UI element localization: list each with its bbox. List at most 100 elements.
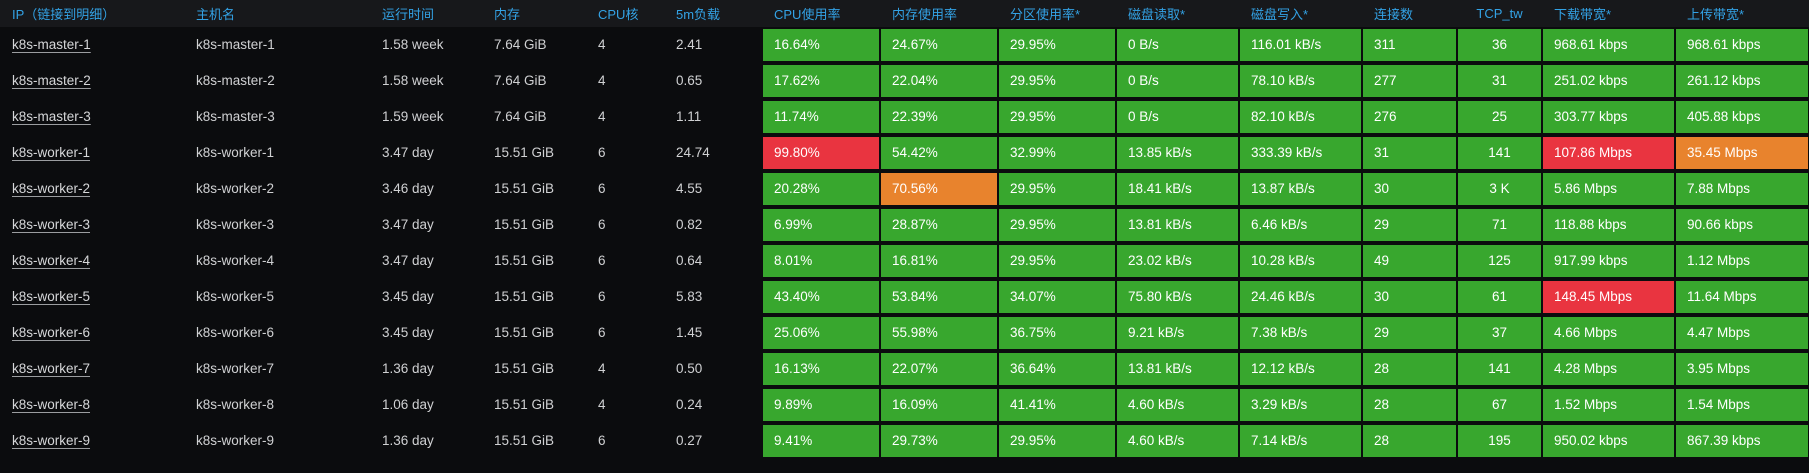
metric-value-dwrite: 333.39 kB/s — [1240, 137, 1361, 169]
cores-cell: 6 — [598, 217, 606, 232]
metric-value-part: 29.95% — [999, 245, 1115, 277]
ip-cell: k8s-worker-8 — [0, 387, 184, 423]
column-header-cores[interactable]: CPU核 — [598, 7, 639, 22]
metric-value-down: 303.77 kbps — [1543, 101, 1674, 133]
metric-cell-memu: 16.09% — [880, 387, 998, 423]
metric-value-conn: 30 — [1363, 173, 1456, 205]
ip-link[interactable]: k8s-worker-6 — [12, 325, 91, 340]
cores-cell: 4 — [598, 73, 606, 88]
metric-value-dwrite: 13.87 kB/s — [1240, 173, 1361, 205]
metric-cell-cpu: 16.64% — [762, 27, 880, 63]
metric-cell-part: 34.07% — [998, 279, 1116, 315]
metric-value-down: 950.02 kbps — [1543, 425, 1674, 457]
metric-value-cpu: 8.01% — [763, 245, 879, 277]
metric-cell-memu: 22.07% — [880, 351, 998, 387]
ip-link[interactable]: k8s-master-3 — [12, 109, 91, 124]
metric-cell-up: 1.54 Mbps — [1675, 387, 1809, 423]
column-header-conn[interactable]: 连接数 — [1374, 7, 1414, 22]
column-header-down[interactable]: 下载带宽* — [1554, 7, 1612, 22]
table-row: k8s-worker-4 k8s-worker-4 3.47 day 15.51 Gi… — [0, 243, 1809, 279]
ip-link[interactable]: k8s-worker-5 — [12, 289, 91, 304]
metric-value-up: 867.39 kbps — [1676, 425, 1808, 457]
metric-cell-tcp: 71 — [1457, 207, 1542, 243]
column-header-up[interactable]: 上传带宽* — [1687, 7, 1745, 22]
cores-cell: 6 — [598, 325, 606, 340]
cores-cell: 6 — [598, 181, 606, 196]
column-header-memu[interactable]: 内存使用率 — [892, 7, 958, 22]
metric-cell-dwrite: 3.29 kB/s — [1239, 387, 1362, 423]
column-header-part[interactable]: 分区使用率* — [1010, 7, 1081, 22]
metric-cell-dwrite: 7.14 kB/s — [1239, 423, 1362, 459]
metric-cell-cpu: 99.80% — [762, 135, 880, 171]
metric-cell-tcp: 31 — [1457, 63, 1542, 99]
metric-cell-cpu: 20.28% — [762, 171, 880, 207]
metric-cell-dread: 0 B/s — [1116, 63, 1239, 99]
metric-cell-dwrite: 116.01 kB/s — [1239, 27, 1362, 63]
metric-value-cpu: 25.06% — [763, 317, 879, 349]
column-header-dread[interactable]: 磁盘读取* — [1128, 7, 1186, 22]
ip-link[interactable]: k8s-worker-8 — [12, 397, 91, 412]
ip-link[interactable]: k8s-worker-4 — [12, 253, 91, 268]
metric-cell-dread: 13.81 kB/s — [1116, 351, 1239, 387]
ip-link[interactable]: k8s-worker-3 — [12, 217, 91, 232]
ip-link[interactable]: k8s-worker-1 — [12, 145, 91, 160]
uptime-cell: 3.45 day — [382, 289, 434, 304]
metric-value-part: 29.95% — [999, 173, 1115, 205]
column-header-ip[interactable]: IP（链接到明细） — [12, 7, 116, 22]
table-row: k8s-worker-2 k8s-worker-2 3.46 day 15.51 Gi… — [0, 171, 1809, 207]
load-cell: 4.55 — [676, 181, 703, 196]
metric-value-dread: 13.81 kB/s — [1117, 353, 1238, 385]
column-header-tcp[interactable]: TCP_tw — [1476, 6, 1523, 21]
metric-value-dread: 0 B/s — [1117, 101, 1238, 133]
uptime-cell: 1.06 day — [382, 397, 434, 412]
metric-value-dread: 75.80 kB/s — [1117, 281, 1238, 313]
ip-link[interactable]: k8s-worker-9 — [12, 433, 91, 448]
metric-value-dread: 13.85 kB/s — [1117, 137, 1238, 169]
ip-link[interactable]: k8s-worker-7 — [12, 361, 91, 376]
column-header-mem[interactable]: 内存 — [494, 7, 521, 22]
ip-link[interactable]: k8s-worker-2 — [12, 181, 91, 196]
metric-cell-part: 29.95% — [998, 99, 1116, 135]
ip-cell: k8s-worker-6 — [0, 315, 184, 351]
metric-value-cpu: 16.64% — [763, 29, 879, 61]
column-header-uptime[interactable]: 运行时间 — [382, 7, 435, 22]
metric-cell-conn: 28 — [1362, 387, 1457, 423]
metric-cell-down: 107.86 Mbps — [1542, 135, 1675, 171]
mem-cell: 7.64 GiB — [494, 73, 547, 88]
metric-value-memu: 54.42% — [881, 137, 997, 169]
metric-value-dread: 0 B/s — [1117, 65, 1238, 97]
metric-cell-down: 118.88 kbps — [1542, 207, 1675, 243]
ip-link[interactable]: k8s-master-1 — [12, 37, 91, 52]
table-row: k8s-worker-1 k8s-worker-1 3.47 day 15.51 Gi… — [0, 135, 1809, 171]
metric-cell-up: 90.66 kbps — [1675, 207, 1809, 243]
load-cell: 1.45 — [676, 325, 703, 340]
metric-value-dread: 13.81 kB/s — [1117, 209, 1238, 241]
metric-cell-tcp: 141 — [1457, 351, 1542, 387]
column-header-cpu[interactable]: CPU使用率 — [774, 7, 841, 22]
metric-cell-dread: 23.02 kB/s — [1116, 243, 1239, 279]
load-cell: 0.64 — [676, 253, 703, 268]
metric-value-part: 29.95% — [999, 425, 1115, 457]
ip-cell: k8s-master-3 — [0, 99, 184, 135]
metric-cell-down: 950.02 kbps — [1542, 423, 1675, 459]
metric-value-cpu: 11.74% — [763, 101, 879, 133]
column-header-host[interactable]: 主机名 — [196, 7, 236, 22]
metric-cell-cpu: 9.89% — [762, 387, 880, 423]
metric-cell-memu: 28.87% — [880, 207, 998, 243]
column-header-dwrite[interactable]: 磁盘写入* — [1251, 7, 1309, 22]
ip-link[interactable]: k8s-master-2 — [12, 73, 91, 88]
metric-cell-cpu: 17.62% — [762, 63, 880, 99]
metric-value-dread: 4.60 kB/s — [1117, 425, 1238, 457]
metric-value-cpu: 16.13% — [763, 353, 879, 385]
load-cell: 0.65 — [676, 73, 703, 88]
metric-cell-dwrite: 82.10 kB/s — [1239, 99, 1362, 135]
metric-value-part: 36.75% — [999, 317, 1115, 349]
host-cell: k8s-worker-3 — [196, 217, 275, 232]
metric-cell-dwrite: 6.46 kB/s — [1239, 207, 1362, 243]
metric-cell-dread: 0 B/s — [1116, 27, 1239, 63]
column-header-load[interactable]: 5m负载 — [676, 7, 721, 22]
metric-value-dwrite: 7.14 kB/s — [1240, 425, 1361, 457]
metric-cell-tcp: 67 — [1457, 387, 1542, 423]
metric-cell-tcp: 61 — [1457, 279, 1542, 315]
metric-value-dwrite: 6.46 kB/s — [1240, 209, 1361, 241]
